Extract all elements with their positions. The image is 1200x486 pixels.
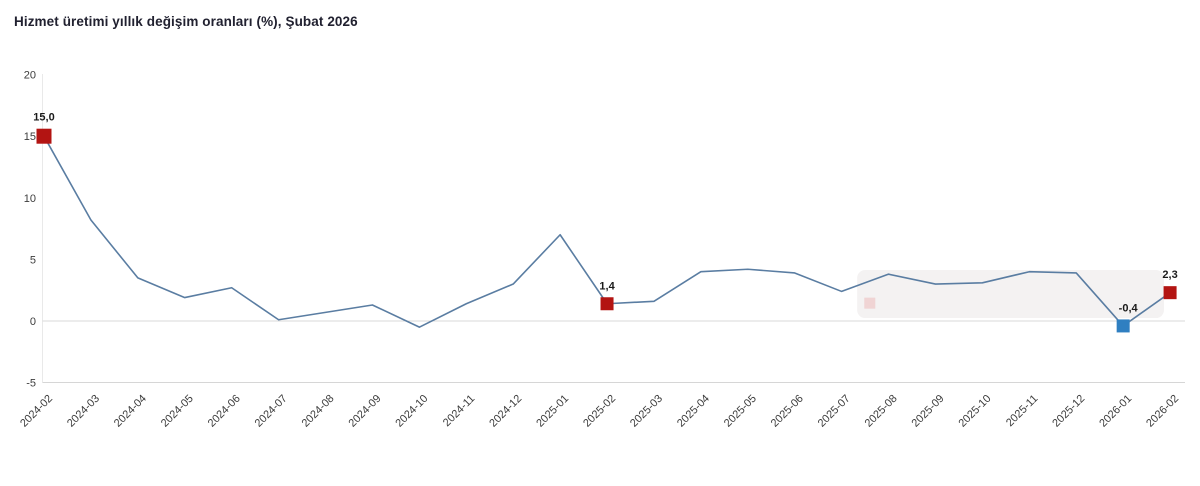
x-axis-tick-label: 2024-12 bbox=[487, 393, 524, 430]
x-axis-tick-label: 2024-08 bbox=[300, 393, 337, 430]
y-axis-tick-label: 5 bbox=[30, 254, 36, 266]
x-axis-tick-label: 2025-02 bbox=[581, 393, 618, 430]
y-axis-tick-label: 20 bbox=[24, 70, 36, 82]
x-axis-tick-label: 2024-09 bbox=[347, 393, 384, 430]
x-axis-tick-label: 2025-12 bbox=[1050, 393, 1087, 430]
x-axis-tick-label: 2024-10 bbox=[393, 393, 430, 430]
y-axis-tick-label: -5 bbox=[26, 378, 36, 390]
y-axis-tick-label: 10 bbox=[24, 193, 36, 205]
x-axis-tick-label: 2024-02 bbox=[18, 393, 55, 430]
x-axis-tick-label: 2025-06 bbox=[769, 393, 806, 430]
data-point-label: 2,3 bbox=[1162, 269, 1177, 281]
y-axis-tick-label: 15 bbox=[24, 131, 36, 143]
x-axis-tick-label: 2025-01 bbox=[534, 393, 571, 430]
faded-marker-square bbox=[864, 297, 876, 309]
x-axis-tick-label: 2025-09 bbox=[910, 393, 947, 430]
data-point-label: -0,4 bbox=[1119, 302, 1139, 314]
x-axis-tick-label: 2024-03 bbox=[65, 393, 102, 430]
data-point-label: 15,0 bbox=[33, 112, 54, 124]
x-axis-tick-label: 2025-08 bbox=[863, 393, 900, 430]
x-axis-tick-label: 2025-10 bbox=[956, 393, 993, 430]
x-axis-tick-label: 2026-01 bbox=[1097, 393, 1134, 430]
highlight-band bbox=[857, 269, 1164, 319]
x-axis-tick-label: 2025-11 bbox=[1004, 393, 1040, 429]
x-axis-tick-label: 2024-06 bbox=[206, 393, 243, 430]
x-axis-tick-label: 2024-11 bbox=[441, 393, 477, 429]
data-point-label: 1,4 bbox=[599, 280, 615, 292]
x-axis-tick-label: 2026-02 bbox=[1144, 393, 1181, 430]
x-axis-tick-label: 2025-03 bbox=[628, 393, 665, 430]
data-point-marker[interactable] bbox=[1116, 319, 1130, 333]
x-axis-tick-label: 2024-04 bbox=[112, 393, 149, 430]
data-point-marker[interactable] bbox=[600, 297, 614, 311]
chart-title: Hizmet üretimi yıllık değişim oranları (… bbox=[14, 14, 358, 29]
data-point-marker[interactable] bbox=[1163, 286, 1177, 300]
data-point-marker[interactable] bbox=[36, 128, 52, 144]
x-axis-tick-label: 2025-04 bbox=[675, 393, 712, 430]
x-axis-tick-label: 2025-05 bbox=[722, 393, 759, 430]
y-axis-tick-label: 0 bbox=[30, 316, 36, 328]
x-axis-tick-label: 2025-07 bbox=[816, 393, 853, 430]
x-axis-tick-label: 2024-05 bbox=[159, 393, 196, 430]
x-axis-tick-label: 2024-07 bbox=[253, 393, 290, 430]
